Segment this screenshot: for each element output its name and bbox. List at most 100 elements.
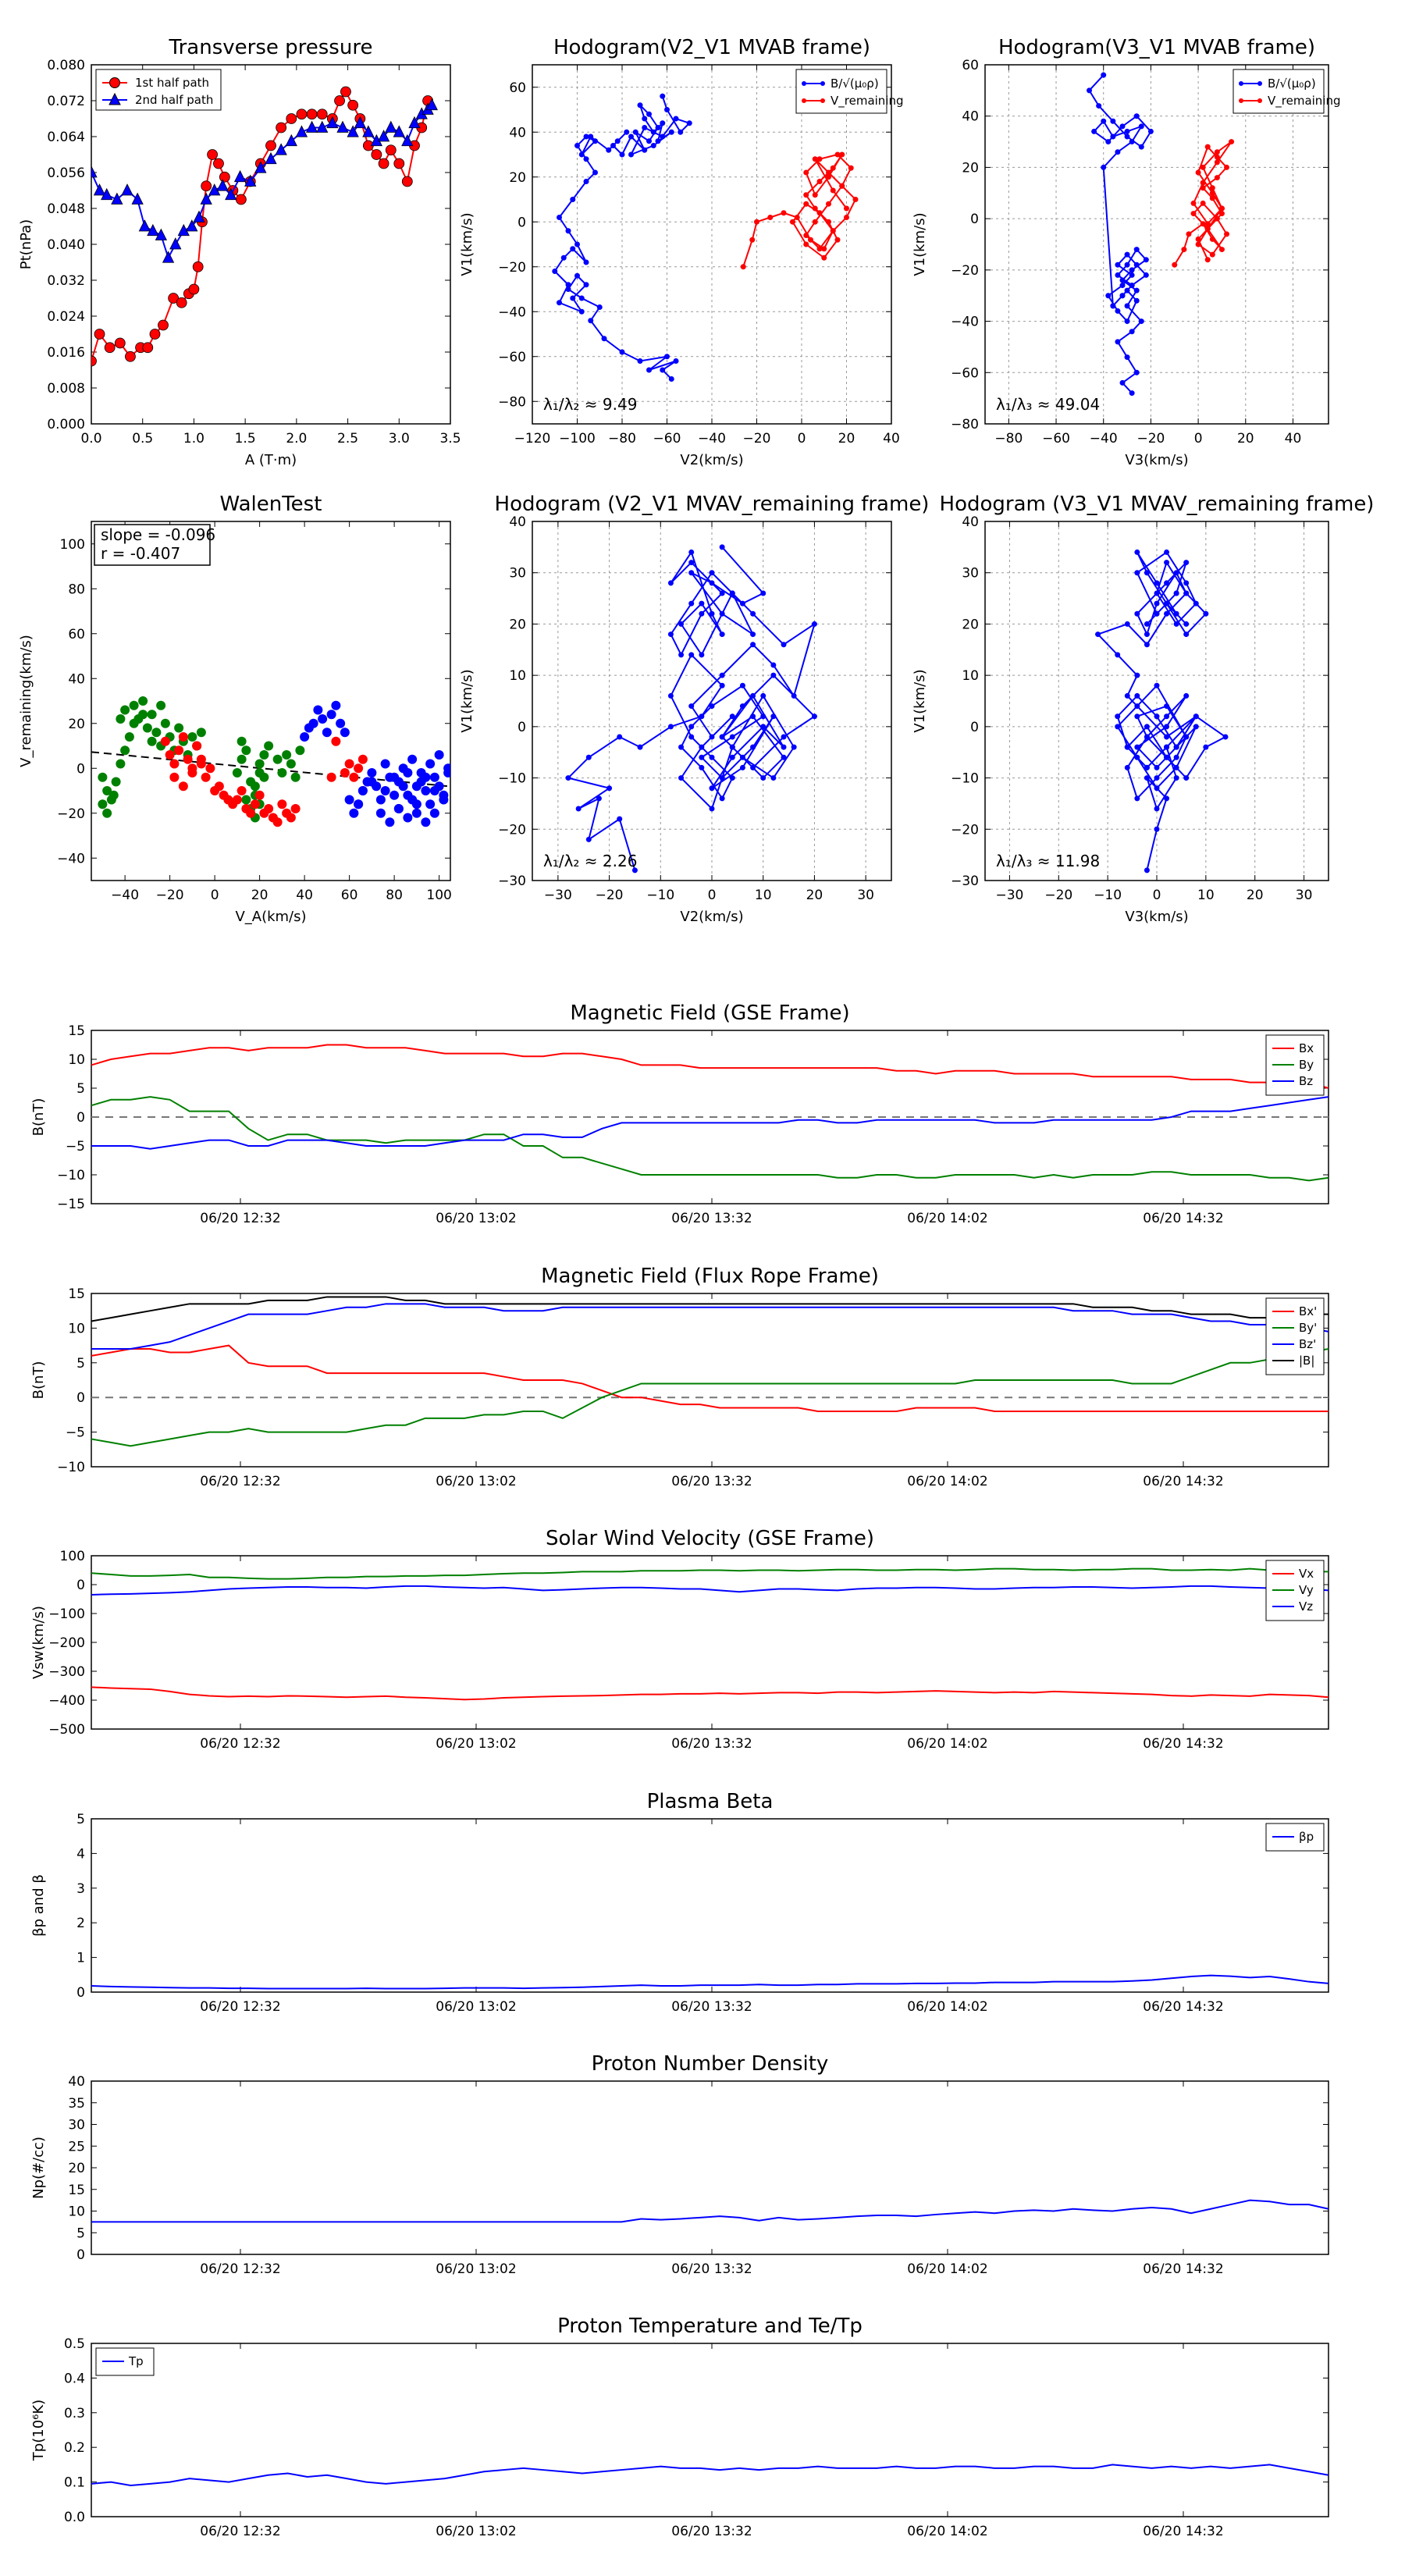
chart1-series2-point	[208, 183, 221, 196]
chart4-series2-point	[349, 772, 359, 782]
chart6-x-tick-label: −10	[1094, 888, 1122, 903]
chart2-series2-point	[812, 156, 818, 162]
chart3-series2-point	[1209, 251, 1215, 258]
chart2-series2-point	[754, 219, 759, 225]
chart7-legend-label: Bx	[1299, 1041, 1314, 1055]
chart4-series1-point	[116, 759, 126, 769]
chart4-series3-point	[439, 795, 449, 805]
chart6-y-tick-label: 10	[962, 668, 979, 684]
chart4-x-tick-label: 20	[251, 888, 269, 903]
chart1-x-tick-label: 1.5	[235, 431, 256, 447]
chart9-legend-label: Vx	[1299, 1567, 1314, 1581]
chart4-series3-point	[385, 817, 395, 827]
chart2-series1-point	[565, 282, 571, 288]
chart3-series1-point	[1110, 303, 1116, 309]
chart2-series1-point	[592, 138, 598, 144]
chart5-series1-point	[729, 775, 735, 781]
chart3-ylabel: V1(km/s)	[912, 212, 928, 276]
chart6-series1-point	[1144, 570, 1150, 576]
chart10-y-tick-label: 4	[76, 1846, 85, 1862]
chart9-legend-label: Vy	[1299, 1583, 1314, 1597]
chart6-title: Hodogram (V3_V1 MVAV_remaining frame)	[940, 493, 1375, 516]
chart1-series2-point	[91, 165, 98, 178]
chart7-series3-line	[91, 1096, 1329, 1150]
chart4-series3-point	[425, 759, 436, 769]
chart5-series1-point	[699, 610, 705, 617]
chart1-series2-point	[186, 219, 198, 232]
chart6-series1-point	[1203, 610, 1209, 617]
chart6-series1-point	[1154, 806, 1160, 812]
chart6-series1-point	[1164, 734, 1170, 740]
chart4-x-tick-label: 80	[386, 888, 403, 903]
chart9-ylabel: Vsw(km/s)	[30, 1606, 47, 1679]
chart4-series3-point	[326, 710, 336, 720]
chart4-series2-point	[205, 763, 215, 774]
chart4-series1-point	[102, 808, 112, 818]
chart1-series1-point	[158, 319, 169, 331]
chart4-x-tick-label: −40	[111, 888, 139, 903]
chart9-x-tick-label: 06/20 13:02	[436, 1736, 516, 1752]
chart3-y-tick-label: −20	[951, 263, 979, 279]
chart1-series2-point	[385, 120, 397, 133]
chart4-series2-point	[286, 813, 296, 823]
chart2-series1-point	[660, 133, 666, 140]
chart4-series1-point	[286, 759, 296, 769]
chart10-ylabel: βp and β	[30, 1874, 47, 1937]
chart1-y-tick-label: 0.040	[47, 237, 85, 253]
chart2-plot-area	[552, 93, 859, 382]
chart11-series1-line	[91, 2199, 1329, 2223]
chart5-series1-point	[719, 590, 725, 596]
chart2-series2-point	[826, 169, 831, 176]
chart2-series1-point	[664, 354, 670, 360]
chart2-series1-point	[583, 133, 589, 140]
chart2-series2-point	[803, 192, 809, 198]
chart3-legend-label: V_remaining	[1268, 94, 1341, 109]
chart4-series2-point	[178, 781, 188, 792]
chart4-series1-point	[272, 754, 283, 764]
chart2-y-tick-label: 20	[509, 170, 526, 186]
chart10-frame	[91, 1818, 1329, 1993]
chart4-series3-point	[393, 804, 404, 813]
chart1-series1-point	[401, 176, 413, 187]
chart6-series1-point	[1193, 713, 1199, 720]
chart4-title: WalenTest	[220, 493, 322, 516]
chart1-series1-point	[296, 109, 308, 120]
chart5-series1-point	[575, 806, 582, 812]
chart1-y-tick-label: 0.072	[47, 94, 85, 109]
chart2-series1-point	[560, 254, 567, 261]
chart4-series2-point	[264, 804, 274, 813]
chart6-series1-point	[1154, 764, 1160, 770]
chart5-x-tick-label: 10	[755, 888, 772, 903]
chart5-series1-point	[760, 692, 767, 699]
chart12-y-tick-label: 0.5	[64, 2336, 85, 2352]
chart1-series1-point	[149, 329, 161, 340]
chart3-series1-point	[1138, 318, 1144, 325]
chart3-series2-point	[1172, 262, 1178, 268]
chart2-series1-point	[565, 228, 571, 234]
chart4-frame	[91, 521, 451, 881]
chart2-series1-point	[668, 376, 674, 382]
chart3-series2-point	[1195, 241, 1201, 247]
chart3-series2-point	[1214, 175, 1220, 181]
chart3-series1-point	[1115, 272, 1121, 278]
chart4-series2-point	[187, 763, 197, 774]
chart3-series1-point	[1129, 390, 1135, 397]
chart6-series1-point	[1134, 703, 1140, 710]
chart4-series2-point	[160, 736, 170, 746]
chart1-y-tick-label: 0.016	[47, 345, 85, 361]
chart3-series2-point	[1195, 169, 1201, 176]
chart1-xlabel: A (T·m)	[245, 452, 297, 468]
chart4-series3-point	[375, 808, 386, 818]
chart2-series1-point	[606, 147, 612, 153]
chart2-series1-point	[570, 246, 576, 252]
chart2-series1-point	[628, 133, 634, 140]
chart4-series1-point	[102, 786, 112, 795]
chart2-x-tick-label: 40	[883, 431, 900, 447]
chart8-legend-label: Bz'	[1299, 1337, 1316, 1351]
chart1-series1-point	[265, 140, 276, 151]
chart5-series1-point	[770, 662, 777, 668]
chart6-series1-point	[1134, 610, 1140, 617]
chart2-series1-point	[588, 318, 594, 324]
chart1-series2-point	[111, 192, 123, 205]
chart2-series1-point	[578, 295, 585, 301]
